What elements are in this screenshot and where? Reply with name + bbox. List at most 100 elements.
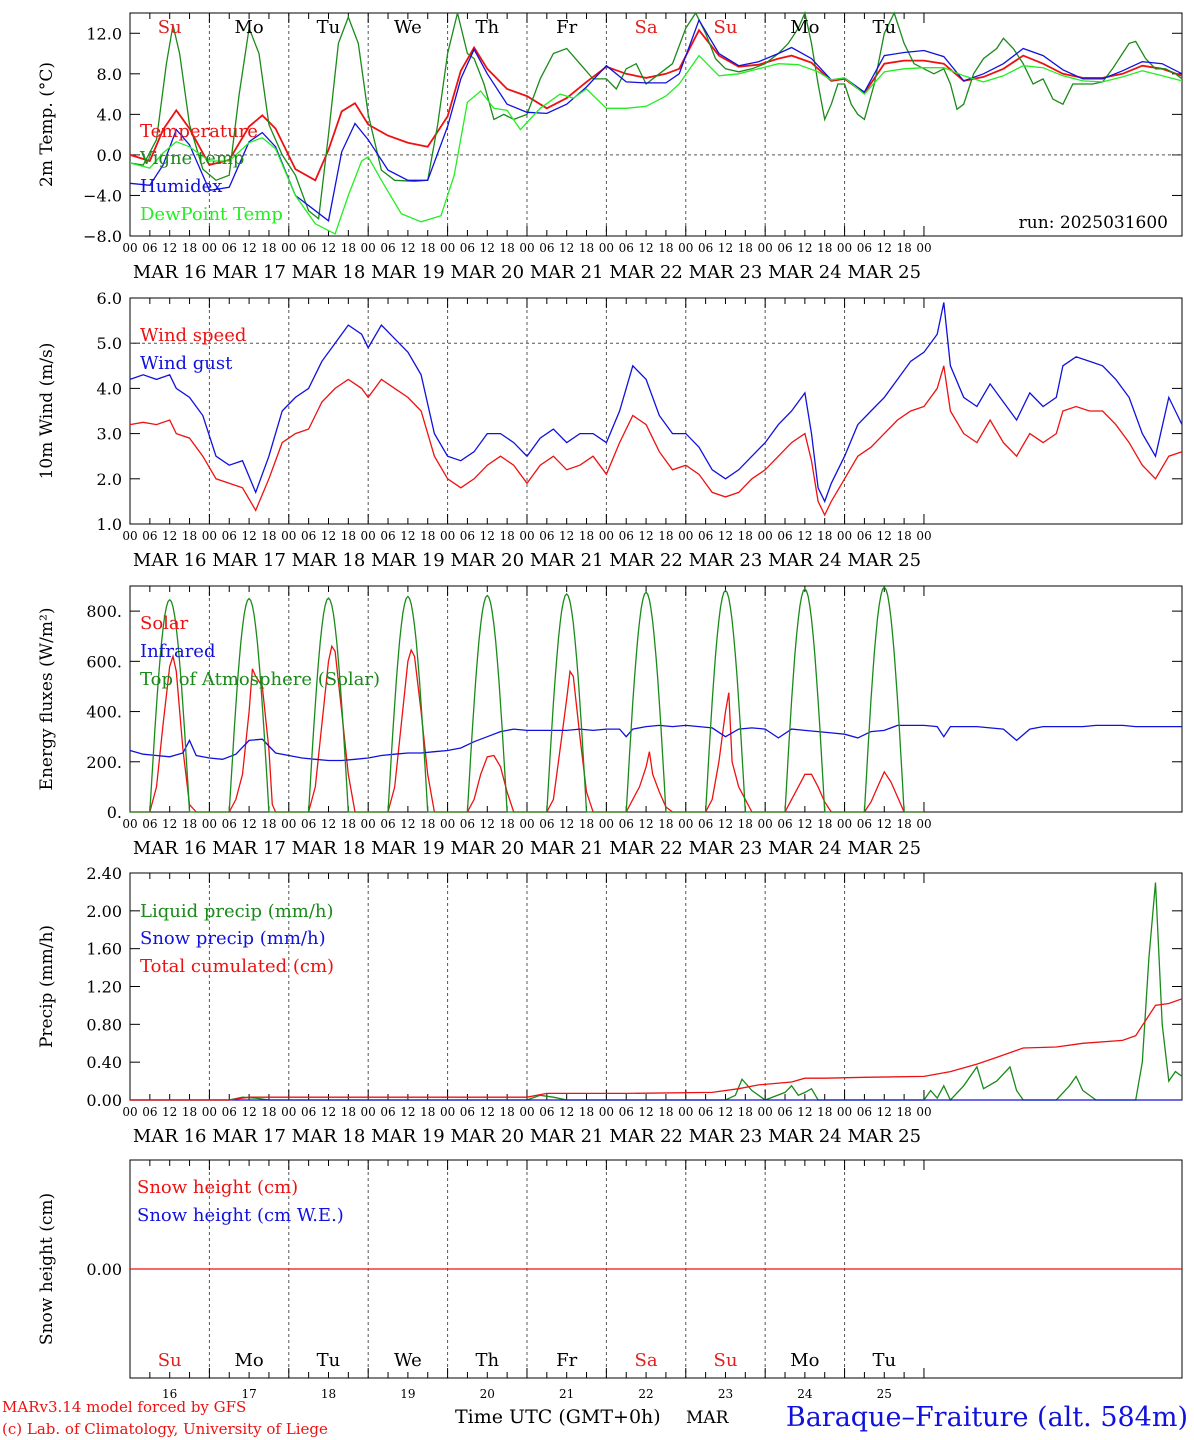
- weekday-label: We: [394, 17, 422, 38]
- hour-tick-label: 00: [440, 817, 455, 831]
- weekday-label: Mo: [234, 17, 263, 38]
- hour-tick-label: 12: [797, 817, 812, 831]
- hour-tick-label: 00: [122, 817, 137, 831]
- hour-tick-label: 12: [321, 529, 336, 543]
- weekday-label: Fr: [556, 1350, 577, 1371]
- hour-tick-label: 00: [202, 241, 217, 255]
- hour-tick-label: 00: [837, 241, 852, 255]
- hour-tick-label: 06: [698, 817, 713, 831]
- hour-tick-label: 06: [380, 1105, 395, 1119]
- day-number-label: 23: [718, 1387, 733, 1401]
- hour-tick-label: 12: [321, 817, 336, 831]
- hour-tick-label: 18: [579, 241, 594, 255]
- weekday-label: Su: [158, 1350, 182, 1371]
- weekday-label: Mo: [790, 17, 819, 38]
- hour-tick-label: 06: [698, 1105, 713, 1119]
- hour-tick-label: 18: [182, 817, 197, 831]
- hour-tick-label: 06: [142, 241, 157, 255]
- hour-tick-label: 12: [797, 1105, 812, 1119]
- hour-tick-label: 00: [599, 529, 614, 543]
- hour-tick-label: 00: [678, 529, 693, 543]
- hour-tick-label: 00: [281, 529, 296, 543]
- series-line: [129, 10, 1183, 221]
- hour-tick-label: 12: [321, 1105, 336, 1119]
- hour-tick-label: 00: [837, 1105, 852, 1119]
- hour-tick-label: 18: [579, 817, 594, 831]
- hour-tick-label: 00: [281, 241, 296, 255]
- legend-entry: Total cumulated (cm): [140, 956, 334, 977]
- weekday-label: Su: [714, 1350, 738, 1371]
- y-tick-label: 8.0: [97, 65, 122, 84]
- hour-tick-label: 06: [857, 817, 872, 831]
- legend-entry: Snow height (cm W.E.): [137, 1205, 344, 1226]
- y-tick-label: 1.60: [86, 940, 122, 959]
- hour-tick-label: 06: [222, 1105, 237, 1119]
- month-label: MAR: [686, 1408, 730, 1428]
- date-label: MAR 20: [450, 262, 524, 283]
- date-label: MAR 19: [371, 838, 445, 859]
- hour-tick-label: 18: [420, 1105, 435, 1119]
- hour-tick-label: 06: [460, 817, 475, 831]
- hour-tick-label: 06: [619, 529, 634, 543]
- date-label: MAR 22: [609, 838, 683, 859]
- hour-tick-label: 06: [777, 1105, 792, 1119]
- hour-tick-label: 06: [539, 1105, 554, 1119]
- hour-tick-label: 18: [341, 241, 356, 255]
- hour-tick-label: 00: [916, 241, 931, 255]
- model-credit: MARv3.14 model forced by GFS: [2, 1398, 246, 1416]
- hour-tick-label: 12: [559, 1105, 574, 1119]
- hour-tick-label: 12: [877, 817, 892, 831]
- y-tick-label: 0.00: [86, 1091, 122, 1110]
- hour-tick-label: 06: [222, 241, 237, 255]
- series-line: [129, 28, 1183, 182]
- station-title: Baraque–Fraiture (alt. 584m): [786, 1402, 1188, 1433]
- hour-tick-label: 00: [440, 1105, 455, 1119]
- hour-tick-label: 18: [658, 241, 673, 255]
- hour-tick-label: 06: [539, 241, 554, 255]
- hour-tick-label: 12: [241, 1105, 256, 1119]
- hour-tick-label: 12: [638, 529, 653, 543]
- hour-tick-label: 18: [261, 1105, 276, 1119]
- hour-tick-label: 00: [122, 241, 137, 255]
- hour-tick-label: 12: [797, 241, 812, 255]
- weekday-label: Tu: [317, 17, 341, 38]
- date-label: MAR 16: [133, 838, 207, 859]
- hour-tick-label: 12: [638, 1105, 653, 1119]
- date-label: MAR 24: [768, 550, 842, 571]
- y-tick-label: 4.0: [97, 379, 122, 398]
- hour-tick-label: 18: [182, 241, 197, 255]
- date-label: MAR 18: [292, 838, 366, 859]
- hour-tick-label: 18: [658, 1105, 673, 1119]
- weekday-label: Th: [475, 17, 499, 38]
- hour-tick-label: 00: [599, 1105, 614, 1119]
- hour-tick-label: 00: [281, 817, 296, 831]
- hour-tick-label: 18: [261, 241, 276, 255]
- date-label: MAR 21: [530, 838, 604, 859]
- date-label: MAR 23: [689, 838, 763, 859]
- hour-tick-label: 00: [202, 817, 217, 831]
- y-tick-label: 0.0: [97, 146, 122, 165]
- hour-tick-label: 18: [738, 1105, 753, 1119]
- hour-tick-label: 00: [758, 817, 773, 831]
- hour-tick-label: 12: [718, 241, 733, 255]
- hour-tick-label: 12: [718, 817, 733, 831]
- day-number-label: 19: [400, 1387, 415, 1401]
- legend-entry: Infrared: [140, 641, 215, 662]
- y-tick-label: 1.0: [97, 515, 122, 534]
- date-label: MAR 23: [689, 262, 763, 283]
- hour-tick-label: 12: [321, 241, 336, 255]
- y-tick-label: 2.40: [86, 864, 122, 883]
- day-number-label: 25: [877, 1387, 892, 1401]
- series-line: [130, 998, 1183, 1101]
- date-label: MAR 22: [609, 262, 683, 283]
- hour-tick-label: 06: [142, 529, 157, 543]
- hour-tick-label: 18: [341, 529, 356, 543]
- hour-tick-label: 12: [638, 817, 653, 831]
- hour-tick-label: 06: [142, 1105, 157, 1119]
- hour-tick-label: 00: [758, 241, 773, 255]
- hour-tick-label: 00: [678, 817, 693, 831]
- hour-tick-label: 00: [361, 529, 376, 543]
- hour-tick-label: 12: [559, 817, 574, 831]
- legend-entry: Wind gust: [140, 353, 233, 374]
